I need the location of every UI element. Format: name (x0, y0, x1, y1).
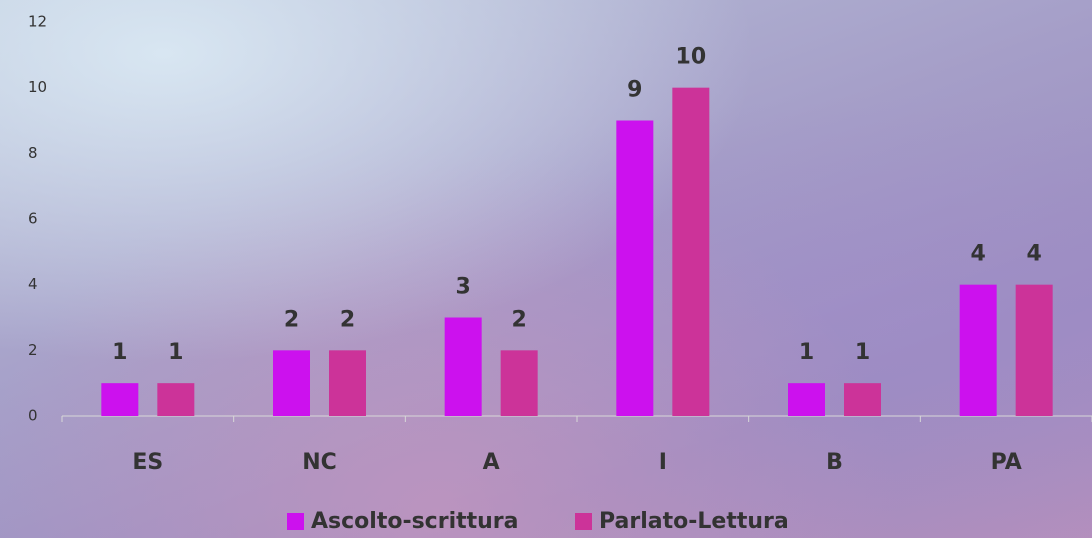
bar (672, 87, 710, 417)
bar (101, 383, 139, 416)
bar (1015, 284, 1053, 416)
x-tick-label: I (659, 450, 667, 475)
value-label: 10 (676, 45, 707, 70)
bar (616, 120, 654, 416)
bar (500, 350, 538, 416)
value-label: 1 (855, 340, 870, 365)
value-label: 2 (340, 307, 355, 332)
y-tick-label: 6 (28, 210, 38, 228)
x-tick-label: PA (991, 450, 1022, 475)
legend-label: Parlato-Lettura (599, 509, 789, 534)
bar (157, 383, 195, 416)
value-label: 4 (1027, 242, 1042, 267)
y-tick-label: 4 (28, 275, 38, 293)
value-label: 1 (799, 340, 814, 365)
value-label: 3 (456, 275, 471, 300)
legend-swatch (575, 513, 592, 530)
legend-swatch (287, 513, 304, 530)
value-label: 9 (627, 78, 642, 103)
bar (844, 383, 881, 416)
y-tick-label: 10 (28, 78, 47, 96)
bar (788, 383, 825, 416)
y-tick-label: 2 (28, 341, 38, 359)
x-tick-label: A (483, 450, 500, 475)
bar (959, 284, 997, 416)
y-tick-label: 12 (28, 13, 47, 31)
y-tick-label: 8 (28, 144, 38, 162)
value-label: 2 (284, 307, 299, 332)
value-label: 1 (112, 340, 127, 365)
value-label: 2 (512, 307, 527, 332)
bar (273, 350, 310, 416)
y-tick-label: 0 (28, 407, 38, 425)
value-label: 4 (971, 242, 986, 267)
legend-label: Ascolto-scrittura (311, 509, 519, 534)
value-label: 1 (168, 340, 183, 365)
x-tick-label: ES (132, 450, 163, 475)
x-tick-label: B (826, 450, 843, 475)
bar (444, 317, 482, 416)
bar (329, 350, 366, 416)
x-tick-label: NC (302, 450, 337, 475)
